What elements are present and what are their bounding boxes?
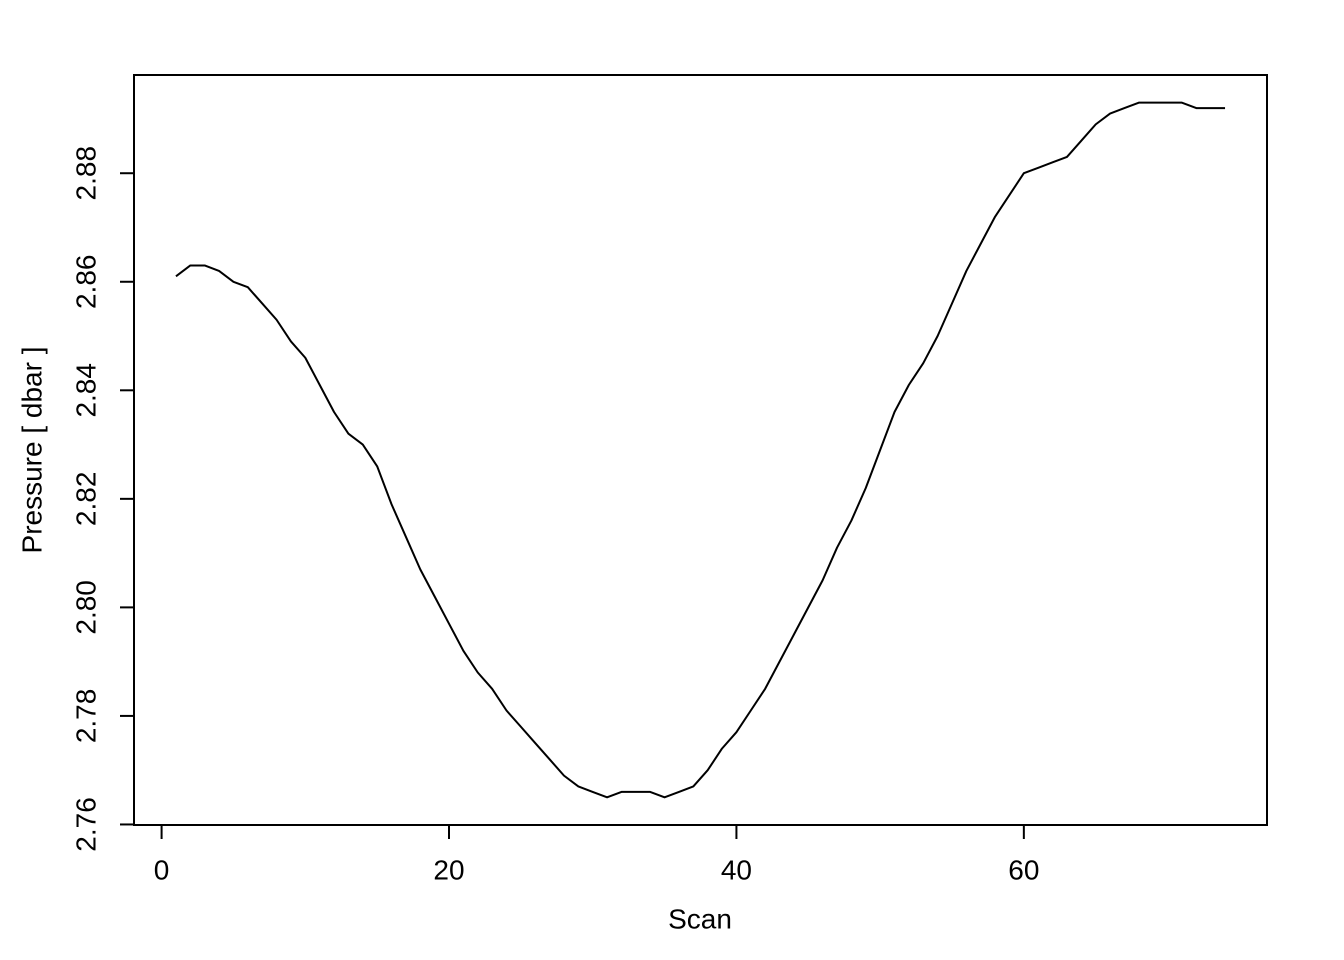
y-tick-label: 2.88 [70,146,101,201]
y-tick-label: 2.78 [70,689,101,744]
data-line [175,101,1226,799]
x-tick-label: 60 [1008,854,1039,885]
y-tick-label: 2.82 [70,472,101,527]
y-tick-label: 2.86 [70,255,101,310]
x-axis-title: Scan [668,903,732,934]
x-tick-label: 20 [433,854,464,885]
y-axis-title: Pressure [ dbar ] [16,347,47,554]
x-tick-label: 0 [154,854,170,885]
plot-box [133,74,1268,826]
y-tick-label: 2.84 [70,363,101,418]
x-tick-label: 40 [721,854,752,885]
y-tick-label: 2.76 [70,797,101,852]
y-tick-label: 2.80 [70,580,101,635]
